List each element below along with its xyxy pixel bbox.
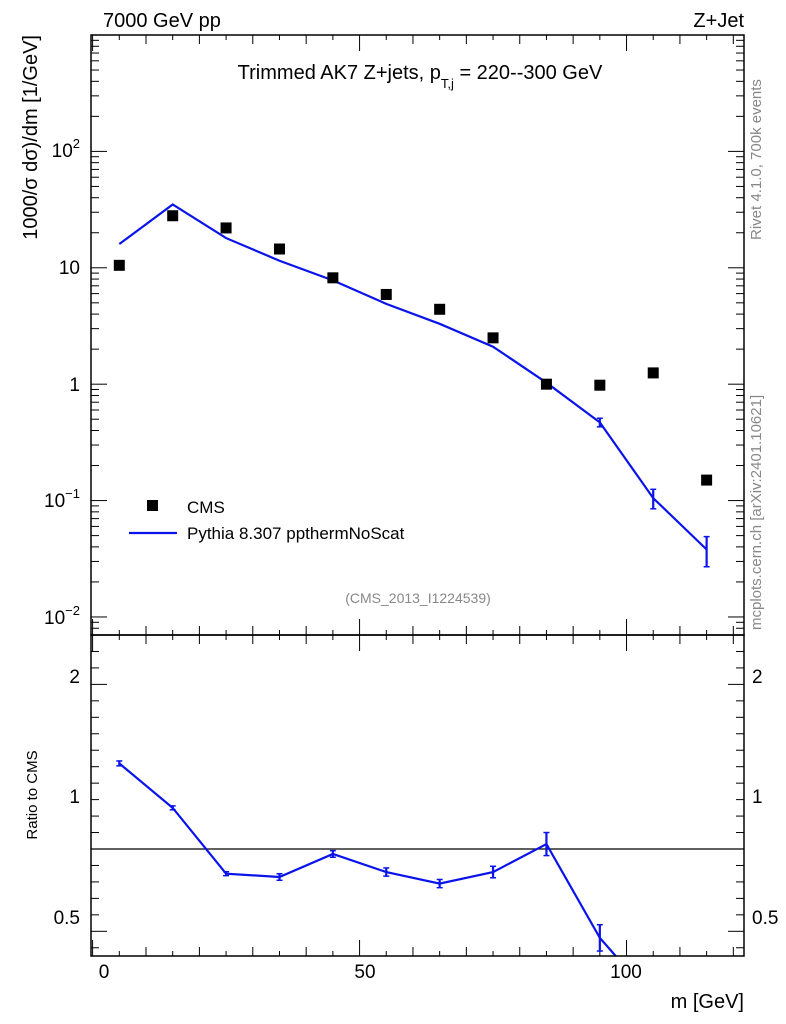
cms-data-point (380, 288, 392, 300)
header-left-label: 7000 GeV pp (103, 10, 221, 32)
x-tick-label-100: 100 (610, 962, 642, 983)
cms-data-point (220, 222, 232, 234)
y-tick-label-100: 102 (52, 136, 80, 162)
x-tick-label-50: 50 (354, 962, 375, 983)
analysis-watermark: (CMS_2013_I1224539) (345, 590, 491, 606)
ratio-y-tick-label-right-2: 2 (752, 667, 763, 688)
main-plot-marks (113, 203, 713, 568)
cms-data-point (594, 379, 606, 391)
cms-data-point (113, 259, 125, 271)
plot-frames (90, 34, 745, 957)
main-title-subscript: T,j (441, 76, 454, 91)
legend-cms-marker (147, 500, 158, 511)
ratio-y-tick-label-right-1: 1 (752, 787, 763, 808)
main-plot-frame (90, 34, 745, 636)
ratio-y-tick-label-right-0.5: 0.5 (752, 908, 778, 929)
cms-data-point (167, 210, 179, 222)
ratio-y-tick-label-1: 1 (69, 787, 80, 808)
ratio-series-line (118, 762, 617, 957)
cms-data-point (434, 303, 446, 315)
cms-data-point (701, 474, 713, 486)
pythia-series-line (118, 203, 708, 551)
ratio-y-tick-label-2: 2 (69, 667, 80, 688)
ratio-y-axis-label: Ratio to CMS (24, 750, 41, 839)
x-axis-label: m [GeV] (671, 991, 744, 1013)
cms-data-point (327, 272, 339, 284)
ratio-y-tick-label-0.5: 0.5 (54, 908, 80, 929)
rivet-label: Rivet 4.1.0, 700k events (748, 79, 765, 240)
y-tick-label-0.01: 10−2 (44, 603, 80, 629)
legend-cms-label: CMS (187, 498, 225, 517)
ratio-plot-frame (90, 634, 745, 957)
y-tick-label-1: 1 (69, 375, 80, 396)
mcplots-label: mcplots.cern.ch [arXiv:2401.10621] (748, 395, 765, 630)
cms-data-point (540, 378, 552, 390)
main-y-axis-label: 1000/σ dσ)/dm [1/GeV] (20, 35, 42, 240)
cms-data-point (273, 243, 285, 255)
y-tick-label-10: 10 (59, 258, 80, 279)
header-right-label: Z+Jet (693, 10, 744, 32)
legend-pythia-label: Pythia 8.307 ppthermNoScat (187, 524, 405, 543)
cms-data-point (487, 332, 499, 344)
main-title: Trimmed AK7 Z+jets, pT,j = 220--300 GeV (238, 62, 603, 91)
ratio-axis-ticks (91, 635, 744, 956)
x-tick-label-0: 0 (99, 962, 110, 983)
y-tick-label-0.1: 10−1 (44, 486, 80, 512)
ratio-plot-marks (91, 760, 744, 957)
cms-data-point (647, 367, 659, 379)
main-axis-ticks (91, 35, 744, 636)
